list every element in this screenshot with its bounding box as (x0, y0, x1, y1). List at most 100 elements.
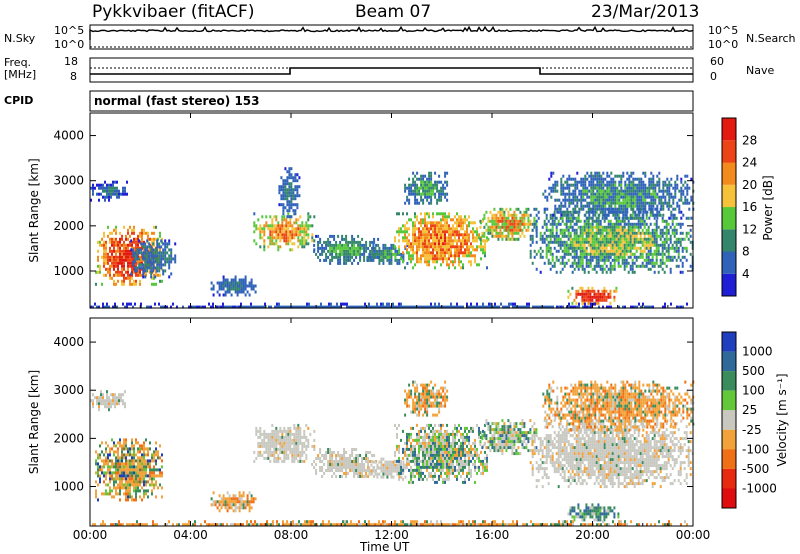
echo-cell (460, 224, 462, 228)
echo-cell (442, 212, 444, 216)
echo-cell (117, 243, 119, 247)
echo-cell (561, 255, 564, 259)
echo-cell (440, 233, 442, 237)
echo-cell (141, 462, 143, 466)
echo-cell (615, 258, 618, 262)
echo-cell (283, 456, 286, 460)
echo-cell (158, 242, 161, 246)
echo-cell (577, 216, 580, 220)
echo-cell (259, 444, 262, 448)
echo-cell (591, 216, 594, 220)
echo-cell (617, 243, 620, 247)
echo-cell (382, 258, 385, 262)
echo-cell (567, 243, 570, 247)
echo-cell (259, 435, 262, 439)
echo-cell (154, 248, 157, 252)
echo-cell (283, 459, 286, 463)
echo-cell (653, 243, 656, 247)
echo-cell (360, 305, 362, 309)
echo-cell (142, 251, 145, 255)
echo-cell (579, 228, 582, 232)
echo-cell (573, 243, 576, 247)
echo-cell (576, 180, 579, 184)
echo-cell (621, 234, 624, 238)
echo-cell (149, 447, 151, 451)
echo-cell (111, 471, 113, 475)
echo-cell (112, 180, 114, 184)
echo-cell (240, 281, 243, 285)
echo-cell (226, 287, 229, 291)
echo-cell (334, 305, 336, 309)
echo-cell (659, 231, 662, 235)
echo-cell (442, 186, 445, 190)
echo-cell (288, 167, 291, 171)
echo-cell (572, 192, 575, 196)
echo-cell (282, 191, 285, 195)
echo-cell (170, 260, 173, 264)
echo-cell (669, 225, 672, 229)
echo-cell (371, 246, 374, 250)
echo-cell (549, 216, 552, 220)
echo-cell (446, 215, 448, 219)
echo-cell (149, 462, 151, 466)
echo-cell (448, 230, 450, 234)
echo-cell (117, 459, 119, 463)
echo-cell (630, 195, 633, 199)
echo-cell (327, 249, 330, 253)
echo-cell (683, 237, 686, 241)
echo-cell (351, 240, 354, 244)
echo-cell (298, 194, 301, 198)
echo-cell (110, 189, 112, 193)
echo-cell (450, 302, 452, 306)
echo-cell (414, 195, 417, 199)
echo-cell (683, 246, 686, 250)
echo-cell (612, 201, 615, 205)
echo-cell (287, 236, 290, 240)
echo-cell (499, 228, 502, 232)
echo-cell (131, 471, 133, 475)
echo-cell (220, 287, 223, 291)
echo-cell (355, 252, 358, 256)
echo-cell (134, 269, 137, 273)
echo-cell (432, 189, 435, 193)
echo-cell (582, 305, 584, 309)
echo-cell (671, 255, 674, 259)
echo-cell (565, 216, 568, 220)
echo-cell (109, 237, 111, 241)
echo-cell (289, 438, 292, 442)
echo-cell (515, 222, 518, 226)
echo-cell (267, 227, 270, 231)
echo-cell (277, 432, 280, 436)
echo-cell (141, 459, 143, 463)
echo-cell (598, 201, 601, 205)
echo-cell (121, 258, 123, 262)
echo-cell (113, 228, 115, 232)
echo-cell (113, 465, 115, 469)
echo-cell (105, 243, 107, 247)
echo-cell (432, 221, 434, 225)
echo-cell (595, 222, 598, 226)
echo-cell (564, 195, 567, 199)
echo-cell (378, 305, 380, 309)
echo-cell (596, 171, 599, 175)
echo-cell (513, 210, 516, 214)
echo-cell (232, 287, 235, 291)
echo-cell (164, 257, 167, 261)
echo-cell (596, 183, 599, 187)
echo-cell (638, 213, 641, 217)
echo-cell (672, 195, 675, 199)
echo-cell (642, 210, 645, 214)
echo-cell (669, 240, 672, 244)
echo-cell (599, 298, 602, 302)
echo-cell (155, 441, 157, 445)
echo-cell (525, 228, 528, 232)
echo-cell (125, 498, 127, 502)
echo-cell (105, 471, 107, 475)
echo-cell (305, 227, 308, 231)
echo-cell (388, 258, 391, 262)
echo-cell (675, 222, 678, 226)
echo-cell (319, 258, 322, 262)
echo-cell (442, 248, 444, 252)
echo-cell (159, 483, 161, 487)
echo-cell (605, 255, 608, 259)
